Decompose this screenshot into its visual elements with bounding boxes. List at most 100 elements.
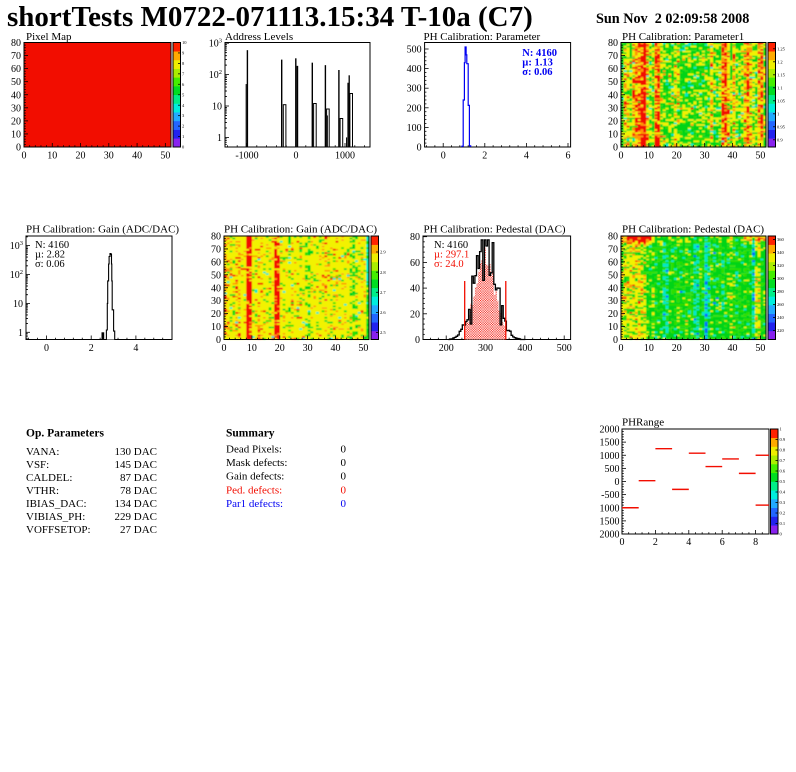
svg-text:1500: 1500 bbox=[600, 516, 620, 527]
svg-text:220: 220 bbox=[777, 328, 785, 333]
svg-text:0: 0 bbox=[441, 151, 446, 162]
svg-text:10: 10 bbox=[211, 322, 221, 333]
svg-text:1000: 1000 bbox=[335, 151, 355, 162]
svg-text:134 DAC: 134 DAC bbox=[115, 498, 157, 510]
svg-text:1500: 1500 bbox=[600, 438, 620, 449]
svg-text:0: 0 bbox=[341, 484, 347, 496]
svg-text:0: 0 bbox=[415, 335, 420, 346]
svg-text:2: 2 bbox=[182, 124, 184, 129]
svg-text:2000: 2000 bbox=[600, 530, 620, 541]
svg-text:1000: 1000 bbox=[600, 503, 620, 514]
svg-text:4: 4 bbox=[182, 103, 185, 108]
svg-text:130 DAC: 130 DAC bbox=[115, 446, 157, 458]
svg-text:Op. Parameters: Op. Parameters bbox=[26, 428, 104, 440]
svg-text:1.25: 1.25 bbox=[777, 46, 786, 51]
svg-text:Sun Nov 2 02:09:58 2008: Sun Nov 2 02:09:58 2008 bbox=[596, 11, 749, 27]
svg-text:500: 500 bbox=[557, 343, 572, 354]
svg-text:6: 6 bbox=[566, 151, 571, 162]
svg-text:1: 1 bbox=[182, 134, 184, 139]
svg-text:100: 100 bbox=[407, 123, 422, 134]
svg-text:20: 20 bbox=[76, 151, 86, 162]
svg-text:1.1: 1.1 bbox=[777, 85, 783, 90]
svg-text:3: 3 bbox=[182, 113, 185, 118]
svg-text:0: 0 bbox=[216, 335, 221, 346]
svg-text:50: 50 bbox=[160, 151, 170, 162]
svg-text:40: 40 bbox=[11, 90, 21, 101]
svg-text:PH Calibration: Pedestal (DAC): PH Calibration: Pedestal (DAC) bbox=[424, 224, 566, 236]
svg-text:PH Calibration: Parameter1: PH Calibration: Parameter1 bbox=[622, 31, 744, 43]
svg-text:PH Calibration: Pedestal (DAC): PH Calibration: Pedestal (DAC) bbox=[622, 224, 764, 236]
svg-text:20: 20 bbox=[672, 151, 682, 162]
svg-text:1: 1 bbox=[18, 328, 23, 339]
svg-text:1.15: 1.15 bbox=[777, 72, 786, 77]
svg-text:0: 0 bbox=[341, 498, 347, 510]
svg-text:40: 40 bbox=[728, 343, 738, 354]
svg-text:40: 40 bbox=[331, 343, 341, 354]
svg-text:145 DAC: 145 DAC bbox=[115, 459, 157, 471]
svg-text:VTHR:: VTHR: bbox=[26, 485, 59, 497]
svg-text:0: 0 bbox=[182, 145, 185, 150]
svg-text:µ: 2.82: µ: 2.82 bbox=[35, 250, 65, 261]
svg-text:500: 500 bbox=[605, 464, 620, 475]
svg-text:70: 70 bbox=[11, 51, 21, 62]
svg-text:20: 20 bbox=[11, 116, 21, 127]
svg-text:10: 10 bbox=[182, 40, 187, 45]
svg-text:2.5: 2.5 bbox=[380, 330, 386, 335]
svg-text:400: 400 bbox=[407, 64, 422, 75]
svg-text:Dead Pixels:: Dead Pixels: bbox=[226, 444, 282, 456]
svg-text:80: 80 bbox=[211, 232, 221, 243]
svg-text:500: 500 bbox=[407, 45, 422, 56]
svg-text:2.9: 2.9 bbox=[380, 250, 386, 255]
svg-text:0.1: 0.1 bbox=[780, 521, 786, 526]
svg-text:VOFFSETOP:: VOFFSETOP: bbox=[26, 524, 91, 536]
svg-text:30: 30 bbox=[104, 151, 114, 162]
svg-text:80: 80 bbox=[608, 232, 618, 243]
svg-text:40: 40 bbox=[410, 284, 420, 295]
svg-text:4: 4 bbox=[133, 343, 138, 354]
svg-text:50: 50 bbox=[211, 270, 221, 281]
svg-text:2000: 2000 bbox=[600, 425, 620, 436]
svg-text:20: 20 bbox=[608, 116, 618, 127]
svg-text:0: 0 bbox=[613, 335, 618, 346]
svg-text:10: 10 bbox=[644, 151, 654, 162]
svg-text:2.7: 2.7 bbox=[380, 290, 386, 295]
svg-text:10: 10 bbox=[608, 322, 618, 333]
svg-text:IBIAS_DAC:: IBIAS_DAC: bbox=[26, 498, 87, 510]
svg-text:σ: 24.0: σ: 24.0 bbox=[434, 259, 464, 270]
svg-text:60: 60 bbox=[211, 257, 221, 268]
svg-text:Summary: Summary bbox=[226, 428, 275, 440]
svg-text:0: 0 bbox=[16, 143, 21, 154]
svg-text:0.2: 0.2 bbox=[780, 511, 786, 516]
svg-text:80: 80 bbox=[608, 38, 618, 49]
svg-text:1: 1 bbox=[217, 133, 222, 144]
svg-text:0.6: 0.6 bbox=[780, 469, 786, 474]
svg-text:Gain defects:: Gain defects: bbox=[226, 471, 284, 483]
svg-text:78 DAC: 78 DAC bbox=[120, 485, 157, 497]
svg-text:σ: 0.06: σ: 0.06 bbox=[522, 67, 552, 78]
svg-text:400: 400 bbox=[517, 343, 532, 354]
svg-text:5: 5 bbox=[182, 92, 185, 97]
svg-text:-500: -500 bbox=[601, 490, 619, 501]
svg-text:VIBIAS_PH:: VIBIAS_PH: bbox=[26, 511, 85, 523]
svg-text:30: 30 bbox=[211, 296, 221, 307]
svg-text:PH Calibration: Parameter: PH Calibration: Parameter bbox=[424, 31, 541, 43]
svg-text:200: 200 bbox=[407, 103, 422, 114]
svg-text:0: 0 bbox=[613, 143, 618, 154]
svg-text:Mask defects:: Mask defects: bbox=[226, 457, 287, 469]
svg-text:240: 240 bbox=[777, 315, 785, 320]
svg-text:0: 0 bbox=[222, 343, 227, 354]
svg-text:340: 340 bbox=[777, 250, 785, 255]
svg-text:-1000: -1000 bbox=[235, 151, 258, 162]
svg-text:0: 0 bbox=[417, 143, 422, 154]
svg-text:1: 1 bbox=[780, 427, 782, 432]
svg-text:0: 0 bbox=[294, 151, 299, 162]
svg-text:0: 0 bbox=[620, 537, 625, 548]
svg-text:0: 0 bbox=[619, 343, 624, 354]
svg-text:50: 50 bbox=[755, 151, 765, 162]
svg-text:4: 4 bbox=[686, 537, 691, 548]
svg-text:0: 0 bbox=[22, 151, 27, 162]
svg-text:70: 70 bbox=[608, 244, 618, 255]
svg-text:Address Levels: Address Levels bbox=[225, 31, 293, 43]
svg-text:80: 80 bbox=[410, 232, 420, 243]
svg-text:20: 20 bbox=[410, 309, 420, 320]
